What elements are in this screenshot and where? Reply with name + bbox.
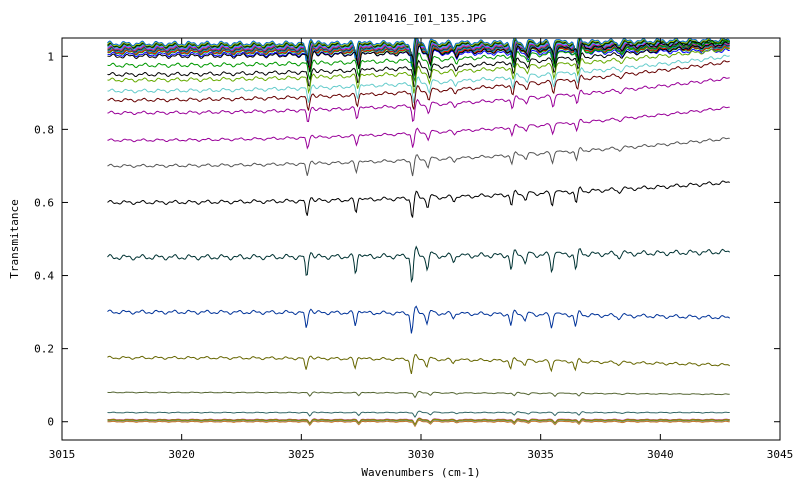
series-line [107, 417, 730, 426]
x-axis: 3015 3020 3025 3030 3035 3040 3045 [49, 38, 794, 461]
series-line [107, 390, 730, 399]
x-tick-label: 3045 [767, 448, 794, 461]
series-layer [107, 38, 731, 428]
series-line [107, 39, 730, 82]
series-line [107, 137, 730, 177]
y-axis: 0 0.2 0.4 0.6 0.8 1 [34, 50, 780, 429]
plot-area [107, 38, 731, 428]
plot-frame [61, 37, 781, 441]
series-line [107, 41, 730, 88]
series-line [107, 180, 730, 218]
y-tick-label: 0.4 [34, 270, 54, 283]
series-line [107, 76, 730, 123]
y-tick-label: 0.2 [34, 343, 54, 356]
x-tick-label: 3025 [288, 448, 315, 461]
x-tick-label: 3020 [168, 448, 195, 461]
y-tick-label: 0.6 [34, 196, 54, 209]
series-line [107, 39, 730, 76]
y-tick-label: 0.8 [34, 123, 54, 136]
series-line [107, 106, 730, 150]
chart-title: 20110416_I01_135.JPG [354, 12, 486, 25]
series-line-bottom-cluster [107, 418, 730, 427]
x-axis-label: Wavenumbers (cm-1) [361, 466, 480, 479]
y-tick-label: 1 [47, 50, 54, 63]
x-tick-label: 3015 [49, 448, 76, 461]
x-tick-label: 3030 [408, 448, 435, 461]
series-line [107, 47, 730, 95]
series-line [107, 54, 730, 103]
series-line [107, 305, 731, 334]
series-line [107, 245, 731, 284]
y-axis-label: Transmitance [8, 199, 21, 278]
series-line-top-cluster [107, 38, 731, 67]
series-line [107, 354, 731, 375]
y-tick-label: 0 [47, 416, 54, 429]
series-line [107, 410, 730, 419]
series-line [107, 60, 730, 111]
x-tick-label: 3040 [647, 448, 674, 461]
x-tick-label: 3035 [527, 448, 554, 461]
